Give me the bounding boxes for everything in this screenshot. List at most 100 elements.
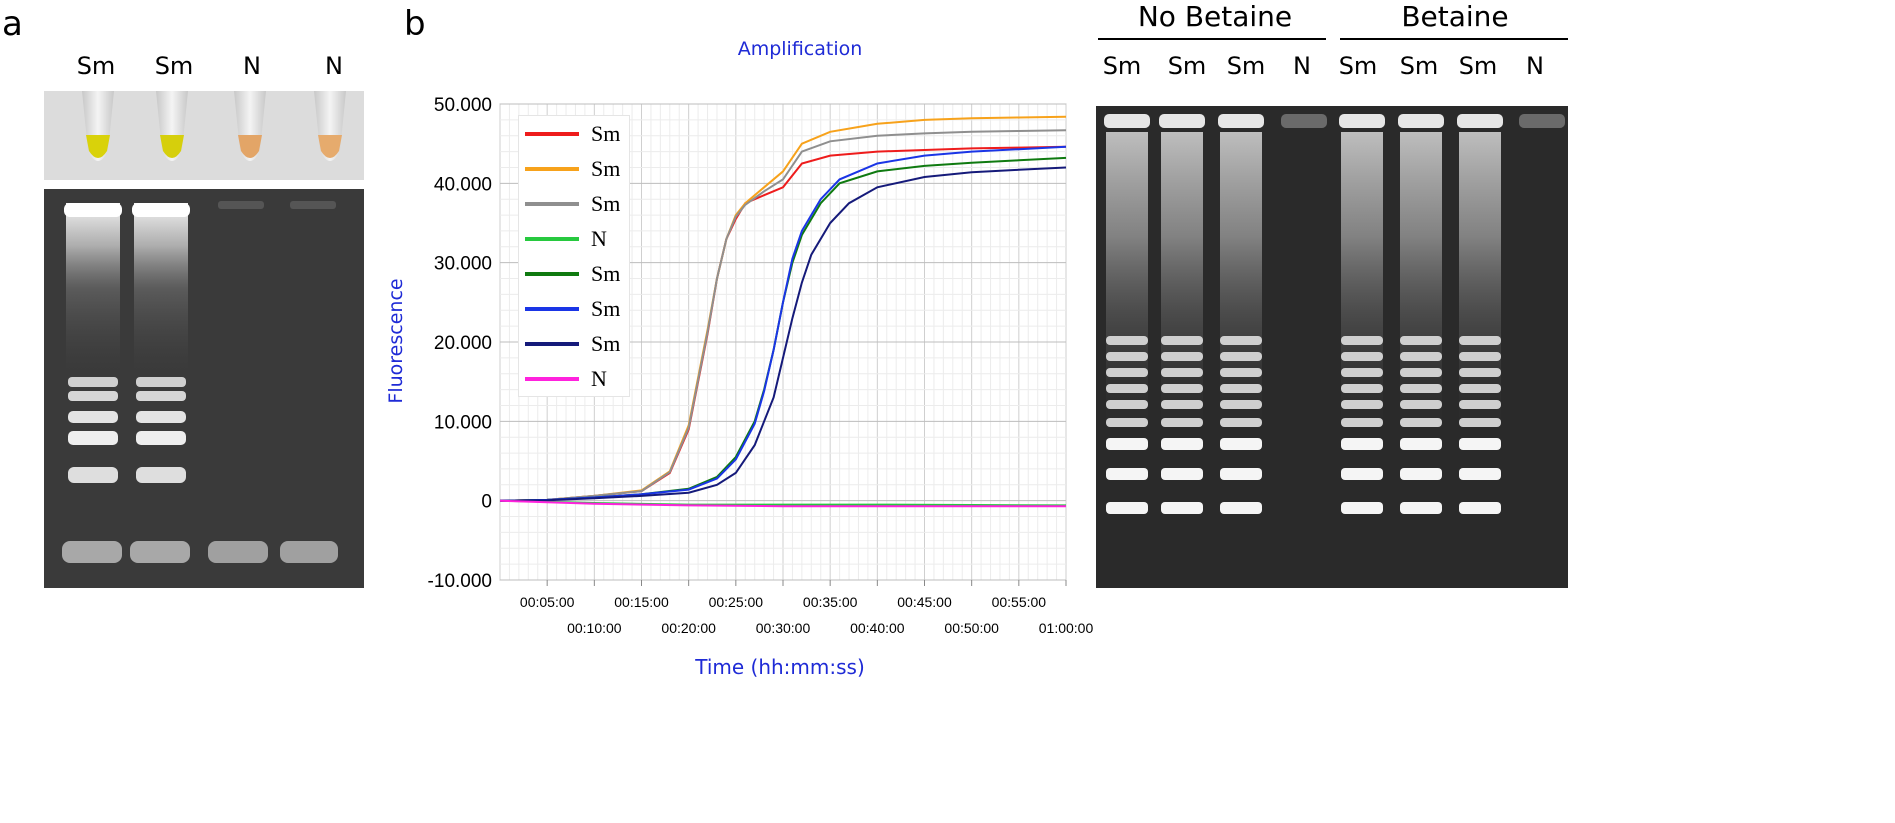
x-tick-label: 00:40:00 [850,620,905,636]
x-tick-label: 00:35:00 [803,594,858,610]
gel-band [1400,438,1442,450]
gel-band [1400,352,1442,361]
gel-band [1161,468,1203,480]
y-tick-label: 20.000 [434,333,492,354]
gel-lane [280,201,338,563]
gel-band [1341,400,1383,409]
group-underline [1098,38,1326,40]
panel-a-lane-label: Sm [76,52,116,80]
gel-band [1161,418,1203,427]
y-axis-label: Fluorescence [385,278,407,404]
legend-swatch [525,376,579,381]
x-tick-label: 00:05:00 [520,594,575,610]
legend-label: Sm [591,120,621,146]
tube [314,91,346,161]
gel-well [1281,114,1327,128]
gel-band [1220,400,1262,409]
y-tick-label: 40.000 [434,174,492,195]
legend-item: N [519,221,629,256]
gel-band [1220,438,1262,450]
gel-band [1220,468,1262,480]
gel-band [1459,352,1501,361]
x-tick-label: 00:10:00 [567,620,622,636]
gel-smear [1220,132,1262,432]
gel-band [1459,336,1501,345]
gel-band [1400,368,1442,377]
panel-c-lane-label: Sm [1226,52,1266,80]
group-title: Betaine [1401,0,1509,33]
gel-band [1341,418,1383,427]
legend-label: N [591,365,607,391]
panel-a-lane-label: Sm [154,52,194,80]
legend-item: Sm [519,326,629,361]
panel-c-lane-label: Sm [1458,52,1498,80]
gel-band [1341,438,1383,450]
y-tick-label: 0 [481,492,492,513]
gel-band [1220,352,1262,361]
gel-band [1161,502,1203,514]
gel-band [1400,336,1442,345]
gel-well [1339,114,1385,128]
legend-item: Sm [519,151,629,186]
legend-swatch [525,271,579,276]
gel-band [1106,336,1148,345]
series-line [499,129,1067,502]
gel-band [1220,384,1262,393]
x-tick-label: 00:20:00 [661,620,716,636]
tube [156,91,188,161]
gel-a-drawing [62,201,338,563]
legend-item: Sm [519,291,629,326]
gel-band [1459,502,1501,514]
x-tick-label: 00:50:00 [944,620,999,636]
gel-band [1106,384,1148,393]
gel-band [1459,400,1501,409]
series-line [499,145,1067,502]
gel-smear [1459,132,1501,432]
gel-band [1161,384,1203,393]
gel-band [1341,384,1383,393]
gel-band [1341,502,1383,514]
legend-swatch [525,306,579,311]
x-tick-label: 00:25:00 [709,594,764,610]
legend-swatch [525,131,579,136]
gel-well [1159,114,1205,128]
tube-photo-drawing [82,91,346,161]
gel-smear [1106,132,1148,432]
panel-b-letter: b [404,4,426,44]
legend-label: Sm [591,190,621,216]
gel-band [1106,418,1148,427]
chart-legend: Sm Sm Sm N Sm Sm Sm N [518,115,630,397]
gel-well [1519,114,1565,128]
tube [234,91,266,161]
gel-band [1341,336,1383,345]
gel-well [1457,114,1503,128]
x-tick-label: 00:55:00 [992,594,1047,610]
gel-band [1400,468,1442,480]
legend-label: Sm [591,260,621,286]
legend-swatch [525,166,579,171]
gel-band [1106,368,1148,377]
group-title: No Betaine [1137,0,1293,33]
panel-c-lane-label: N [1526,52,1544,80]
gel-band [1161,438,1203,450]
gel-band [1459,368,1501,377]
legend-swatch [525,236,579,241]
gel-band [1106,352,1148,361]
gel-band [1106,502,1148,514]
gel-band [1220,418,1262,427]
x-tick-label: 00:15:00 [614,594,669,610]
legend-item: Sm [519,116,629,151]
gel-band [1220,368,1262,377]
x-tick-label: 00:45:00 [897,594,952,610]
panel-c-lane-label: Sm [1102,52,1142,80]
y-tick-label: 30.000 [434,254,492,275]
legend-label: Sm [591,295,621,321]
legend-label: Sm [591,155,621,181]
gel-band [1106,438,1148,450]
panel-c-lane-label: Sm [1399,52,1439,80]
amplification-chart: 50.000 40.000 30.000 20.000 10.000 0 -10.000 00… [428,95,1094,636]
group-underline [1340,38,1568,40]
gel-band [1459,438,1501,450]
gel-band [1400,418,1442,427]
gel-band [1161,336,1203,345]
